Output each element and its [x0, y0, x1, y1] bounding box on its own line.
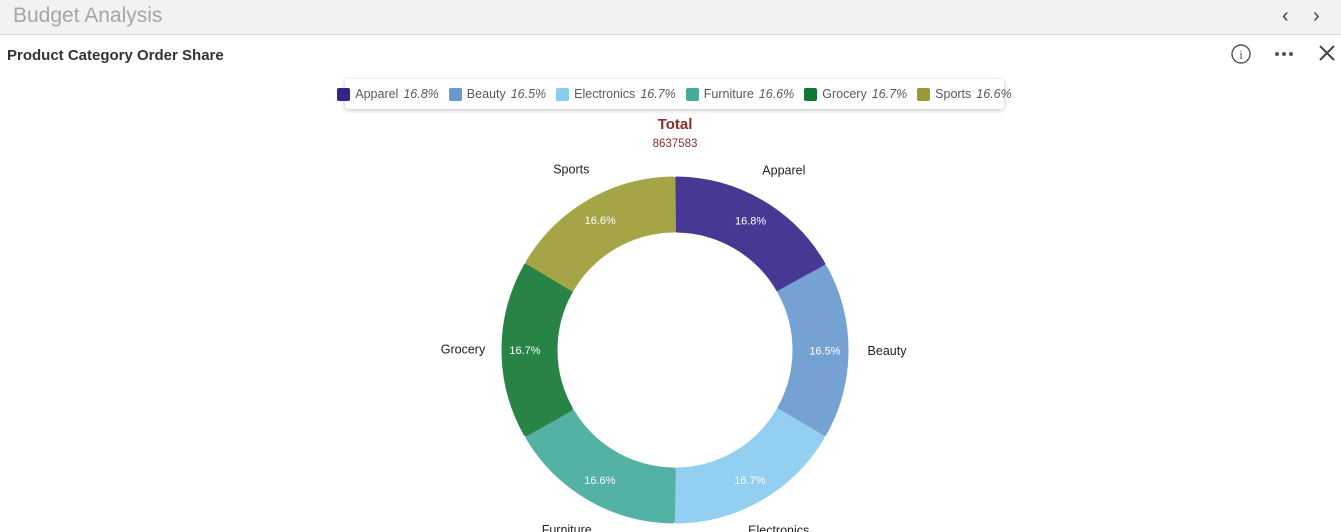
legend-swatch [337, 87, 351, 101]
segment-sports[interactable] [525, 176, 677, 291]
category-label: Apparel [762, 163, 805, 177]
legend-label: Grocery [822, 87, 867, 101]
legend-swatch [556, 87, 570, 101]
legend-label: Electronics [574, 87, 636, 101]
legend-label: Beauty [466, 87, 506, 101]
legend-label: Sports [935, 87, 972, 101]
legend-item-beauty[interactable]: Beauty 16.5% [448, 87, 547, 101]
chart-legend: Apparel 16.8% Beauty 16.5% Electronics 16.7% F… [337, 79, 1012, 109]
legend-item-grocery[interactable]: Grocery 16.7% [804, 87, 907, 101]
legend-item-electronics[interactable]: Electronics 16.7% [556, 87, 676, 101]
legend-label: Apparel [355, 87, 399, 101]
panel-title: Product Category Order Share [7, 47, 224, 64]
data-label: 16.7% [734, 475, 765, 487]
segment-furniture[interactable] [525, 408, 676, 524]
data-label: 16.5% [809, 346, 840, 358]
data-label: 16.6% [584, 475, 615, 487]
legend-value: 16.7% [871, 87, 908, 101]
category-label: Beauty [868, 344, 908, 358]
category-label: Grocery [441, 343, 486, 357]
legend-item-apparel[interactable]: Apparel 16.8% [337, 87, 439, 101]
legend-value: 16.5% [510, 87, 547, 101]
more-icon[interactable] [1273, 46, 1295, 62]
legend-value: 16.7% [640, 87, 676, 101]
svg-text:i: i [1239, 47, 1243, 62]
data-label: 16.6% [585, 215, 616, 227]
legend-swatch [917, 87, 931, 101]
app-title: Budget Analysis [13, 4, 163, 27]
legend-value: 16.6% [976, 87, 1012, 101]
chart-title: Total [658, 116, 693, 133]
data-label: 16.8% [735, 215, 766, 227]
segment-electronics[interactable] [673, 408, 825, 524]
category-label: Furniture [542, 523, 592, 532]
legend-swatch [804, 87, 818, 101]
legend-swatch [685, 87, 699, 101]
info-icon[interactable]: i [1230, 43, 1252, 65]
legend-item-sports[interactable]: Sports 16.6% [917, 87, 1012, 101]
segment-apparel[interactable] [673, 176, 826, 293]
chevron-right-icon[interactable]: › [1313, 5, 1320, 27]
chart-total: 8637583 [653, 138, 698, 150]
legend-value: 16.8% [403, 87, 439, 101]
legend-item-furniture[interactable]: Furniture 16.6% [685, 87, 795, 101]
legend-swatch [448, 87, 462, 101]
app-header: Budget Analysis ‹ › [0, 0, 1341, 35]
segment-grocery[interactable] [501, 263, 574, 437]
category-label: Electronics [748, 523, 809, 532]
chevron-left-icon[interactable]: ‹ [1282, 5, 1289, 27]
legend-value: 16.6% [758, 87, 795, 101]
segment-beauty[interactable] [777, 265, 849, 437]
close-icon[interactable] [1318, 44, 1336, 62]
legend-label: Furniture [703, 87, 754, 101]
data-label: 16.7% [509, 345, 540, 357]
category-label: Sports [553, 163, 589, 177]
